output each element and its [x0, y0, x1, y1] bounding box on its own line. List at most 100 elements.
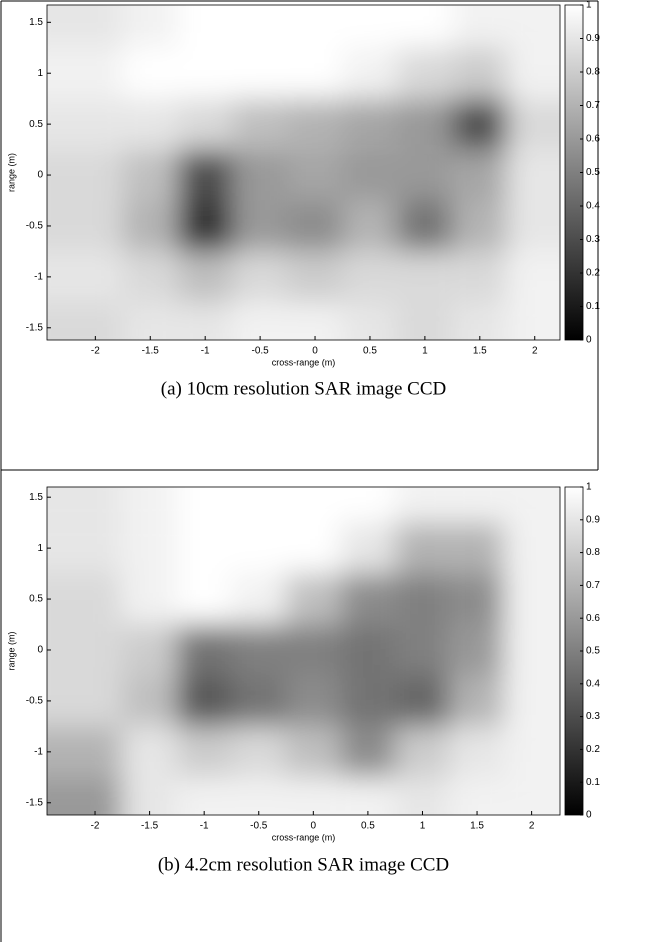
- colorbar-tick-label: 1: [586, 0, 592, 11]
- heatmap-cell: [231, 487, 287, 523]
- heatmap-cell: [452, 149, 508, 201]
- heatmap-cell: [286, 726, 341, 778]
- heatmap-cell: [232, 251, 288, 303]
- colorbar-tick-label: 0.4: [586, 678, 600, 689]
- heatmap-cell: [507, 302, 560, 340]
- heatmap-cell: [47, 487, 123, 523]
- x-tick-label: -1.5: [142, 346, 160, 357]
- heatmap-cell: [47, 200, 123, 252]
- caption: (a) 10cm resolution SAR image CCD: [161, 378, 447, 399]
- colorbar-tick-label: 0.7: [586, 100, 600, 111]
- heatmap-cell: [395, 675, 450, 727]
- x-tick-label: -0.5: [251, 346, 269, 357]
- x-tick-label: 2: [532, 346, 538, 357]
- colorbar-tick-label: 0.1: [586, 301, 600, 312]
- heatmap-cell: [286, 624, 341, 676]
- heatmap-cell: [507, 149, 560, 201]
- heatmap-cell: [177, 5, 233, 48]
- colorbar-tick-label: 0.3: [586, 234, 600, 245]
- heatmap-cell: [395, 726, 450, 778]
- heatmap-cell: [122, 573, 177, 625]
- y-tick-label: -0.5: [26, 696, 44, 707]
- heatmap-cell: [504, 675, 560, 727]
- heatmap-cell: [232, 47, 288, 99]
- x-tick-label: 1: [422, 346, 428, 357]
- heatmap-cell: [47, 251, 123, 303]
- heatmap-cell: [231, 522, 287, 574]
- heatmap-cell: [122, 47, 178, 99]
- heatmap-cell: [340, 675, 396, 727]
- heatmap-cell: [397, 98, 453, 150]
- x-tick-label: 0.5: [363, 346, 377, 357]
- heatmap-cell: [395, 487, 450, 523]
- heatmap-cell: [340, 624, 396, 676]
- heatmap-cell: [449, 573, 505, 625]
- colorbar-tick-label: 0.4: [586, 201, 600, 212]
- heatmap-cell: [122, 98, 178, 150]
- heatmap-cell: [177, 251, 233, 303]
- x-tick-label: 0: [312, 346, 318, 357]
- colorbar-tick-label: 0.8: [586, 67, 600, 78]
- y-tick-label: 0: [37, 170, 43, 181]
- colorbar-tick-label: 0.6: [586, 134, 600, 145]
- heatmap-cell: [287, 251, 343, 303]
- heatmap-cell: [177, 200, 233, 252]
- heatmap-cell: [340, 573, 396, 625]
- heatmap-cell: [504, 624, 560, 676]
- heatmap-cell: [176, 675, 232, 727]
- heatmap-cell: [287, 302, 343, 340]
- x-tick-label: -0.5: [250, 821, 268, 832]
- heatmap-cell: [47, 573, 123, 625]
- colorbar-tick-label: 0.5: [586, 167, 600, 178]
- heatmap-cell: [122, 200, 178, 252]
- y-tick-label: -1: [34, 272, 43, 283]
- y-tick-label: -1.5: [26, 797, 44, 808]
- x-tick-label: -2: [91, 346, 100, 357]
- heatmap-cell: [122, 5, 178, 48]
- heatmap-cell: [504, 777, 560, 815]
- heatmap-cell: [395, 624, 450, 676]
- heatmap-cell: [340, 522, 396, 574]
- heatmap-cell: [176, 624, 232, 676]
- heatmap-cell: [176, 487, 232, 523]
- heatmap-cell: [507, 200, 560, 252]
- heatmap-cell: [232, 5, 288, 48]
- heatmap-cell: [287, 5, 343, 48]
- heatmap-cell: [452, 47, 508, 99]
- y-tick-label: 0: [37, 645, 43, 656]
- heatmap-cell: [231, 675, 287, 727]
- heatmap-cell: [452, 251, 508, 303]
- y-tick-label: -0.5: [26, 221, 44, 232]
- heatmap-cell: [342, 149, 398, 201]
- heatmap-cell: [340, 726, 396, 778]
- heatmap-cell: [286, 573, 341, 625]
- heatmap-blur: [47, 487, 560, 815]
- heatmap-cell: [452, 302, 508, 340]
- plot-frame: [46, 4, 561, 341]
- heatmap-cell: [231, 624, 287, 676]
- heatmap-cell: [177, 302, 233, 340]
- heatmap-cell: [507, 98, 560, 150]
- heatmap-cell: [286, 675, 341, 727]
- heatmap-cell: [286, 777, 341, 815]
- heatmap-cell: [504, 573, 560, 625]
- heatmap-cell: [47, 5, 123, 48]
- heatmap-cell: [176, 726, 232, 778]
- heatmap-cell: [122, 522, 177, 574]
- x-tick-label: -1.5: [141, 821, 159, 832]
- heatmap-cell: [232, 302, 288, 340]
- heatmap-cell: [395, 522, 450, 574]
- heatmap-cell: [449, 777, 505, 815]
- y-tick-label: -1: [34, 746, 43, 757]
- heatmap-cell: [342, 251, 398, 303]
- colorbar-tick-label: 1: [586, 482, 592, 493]
- heatmap-cell: [449, 522, 505, 574]
- heatmap-cell: [122, 302, 178, 340]
- heatmap-cell: [177, 47, 233, 99]
- x-tick-label: -1: [201, 346, 210, 357]
- heatmap-cell: [287, 200, 343, 252]
- heatmap-cell: [452, 200, 508, 252]
- heatmap-cells: [47, 487, 560, 815]
- heatmap-cell: [122, 675, 177, 727]
